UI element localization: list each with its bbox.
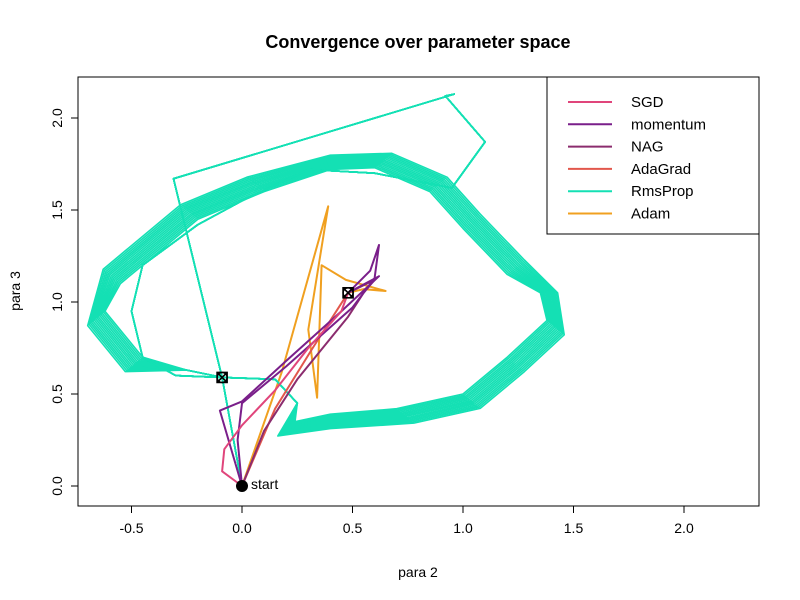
y-tick-label: 1.0 [49, 292, 65, 312]
series-line-momentum-b [218, 275, 380, 487]
y-axis-label: para 3 [7, 271, 23, 311]
x-axis-label: para 2 [398, 564, 438, 580]
legend-label-adagrad: AdaGrad [631, 161, 691, 178]
start-point [236, 480, 248, 492]
x-tick-label: 0.5 [343, 520, 363, 536]
x-tick-label: -0.5 [119, 520, 143, 536]
x-tick-label: 2.0 [674, 520, 694, 536]
y-tick-label: 0.5 [49, 384, 65, 404]
legend-box [546, 76, 760, 235]
legend-label-adam: Adam [631, 206, 670, 223]
start-label: start [251, 476, 278, 492]
legend-label-rmsprop: RmsProp [631, 183, 694, 200]
optimum-marker [216, 371, 228, 384]
chart-title: Convergence over parameter space [265, 32, 570, 52]
legend-label-momentum: momentum [631, 116, 706, 133]
legend-label-sgd: SGD [631, 94, 664, 111]
marker-ring [216, 371, 228, 384]
marker-ring [342, 287, 354, 299]
x-tick-label: 1.5 [564, 520, 584, 536]
x-axis: -0.5 0.0 0.5 1.0 1.5 2.0 [119, 505, 694, 536]
legend: SGD momentum NAG AdaGrad RmsProp Adam [546, 76, 760, 235]
series-line-rmsprop [86, 93, 565, 487]
optimum-marker [342, 286, 354, 299]
y-tick-label: 1.5 [49, 200, 65, 220]
y-tick-label: 0.0 [49, 476, 65, 496]
series-line-sgd [221, 292, 350, 487]
series-layer [86, 93, 565, 487]
marker-layer [216, 286, 354, 492]
y-tick-label: 2.0 [49, 108, 65, 128]
x-tick-label: 1.0 [453, 520, 473, 536]
legend-label-nag: NAG [631, 139, 664, 156]
x-tick-label: 0.0 [232, 520, 252, 536]
y-axis: 0.0 0.5 1.0 1.5 2.0 [49, 108, 79, 496]
